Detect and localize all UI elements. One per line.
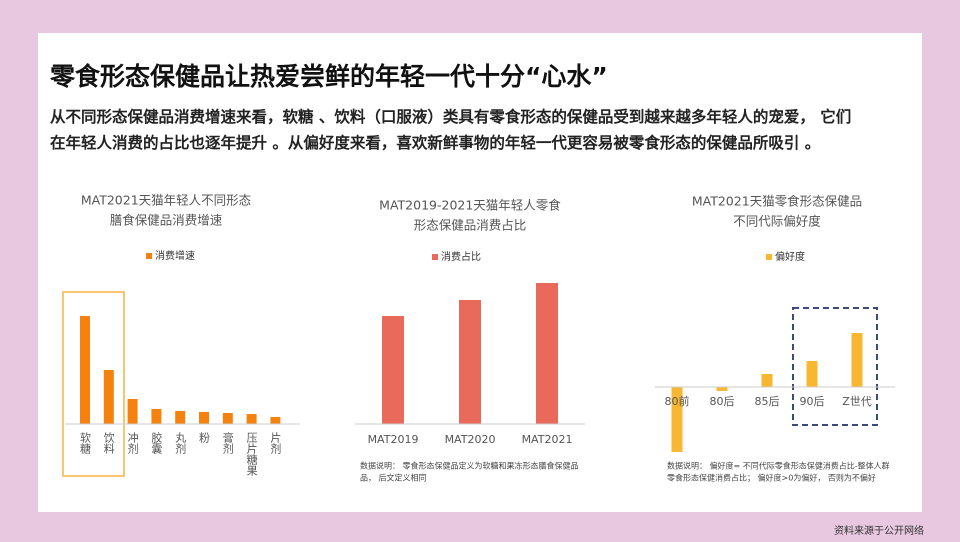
x-tick-label: 80前	[665, 394, 690, 408]
x-tick-label: 丸剂	[174, 432, 187, 455]
bar	[761, 374, 773, 387]
x-tick-label: 冲剂	[126, 431, 139, 455]
bar	[175, 411, 186, 424]
bar	[382, 316, 404, 424]
bar	[270, 417, 281, 424]
bar	[806, 361, 818, 387]
x-tick-label: 膏剂	[221, 431, 234, 455]
bar	[671, 387, 683, 452]
chart-title: MAT2021天猫年轻人不同形态	[81, 193, 251, 208]
bar	[851, 333, 863, 387]
legend-swatch	[432, 254, 438, 260]
bar	[199, 412, 209, 424]
bar	[536, 283, 558, 424]
x-tick-label: 片剂	[269, 432, 282, 455]
x-tick-label: 90后	[800, 395, 825, 408]
highlight-box	[62, 291, 125, 477]
x-tick-label: 80后	[710, 395, 735, 408]
bar	[716, 387, 728, 391]
x-tick-label: MAT2019	[368, 433, 419, 446]
chart-title: MAT2021天猫零食形态保健品	[692, 194, 862, 209]
chart-title: 膳食保健品消费增速	[110, 213, 223, 228]
bar	[127, 399, 138, 424]
legend-swatch	[146, 253, 152, 259]
x-tick-label: 饮料	[102, 432, 115, 455]
bar	[246, 414, 257, 424]
paragraph-line: 在年轻人消费的占比也逐年提升 。从偏好度来看，喜欢新鲜事物的年轻一代更容易被零食…	[50, 134, 821, 152]
chart-title: 形态保健品消费占比	[414, 218, 527, 233]
legend-swatch	[766, 254, 772, 260]
bar	[459, 300, 481, 424]
x-tick-label: MAT2020	[445, 433, 496, 446]
legend-label: 消费增速	[155, 249, 195, 262]
slide-title: 零食形态保健品让热爱尝鲜的年轻一代十分“心水”	[50, 62, 608, 91]
chart-title: 不同代际偏好度	[733, 214, 821, 229]
note: 数据说明： 零食形态保健品定义为软糖和果冻形态膳食保健品	[360, 461, 579, 471]
x-tick-label: 胶囊	[150, 431, 163, 455]
x-tick-label: 压片糖果	[245, 432, 258, 477]
chart-title: MAT2019-2021天猫年轻人零食	[379, 198, 561, 213]
bar	[103, 370, 114, 424]
x-tick-label: 85后	[755, 395, 780, 408]
source: 资料来源于公开网络	[834, 526, 924, 537]
legend-label: 偏好度	[775, 250, 805, 263]
paragraph-line: 从不同形态保健品消费增速来看，软糖 、饮料（口服液）类具有零食形态的保健品受到越…	[50, 108, 852, 126]
legend-label: 消费占比	[441, 250, 481, 263]
highlight-box	[792, 307, 878, 426]
x-tick-label: Z世代	[842, 395, 872, 408]
note: 品， 后文定义相同	[360, 473, 427, 483]
bar	[80, 316, 90, 424]
bar	[151, 409, 162, 424]
x-tick-label: 粉	[198, 432, 211, 443]
x-tick-label: 软糖	[79, 431, 92, 455]
slide: 零食形态保健品让热爱尝鲜的年轻一代十分“心水” 从不同形态保健品消费增速来看，软…	[38, 33, 922, 512]
note: 数据说明： 偏好度= 不同代际零食形态保健消费占比-整体人群	[667, 461, 890, 471]
x-tick-label: MAT2021	[522, 433, 573, 446]
bar	[222, 413, 233, 424]
note: 零食形态保健消费占比； 偏好度>0为偏好， 否则为不偏好	[667, 473, 876, 483]
